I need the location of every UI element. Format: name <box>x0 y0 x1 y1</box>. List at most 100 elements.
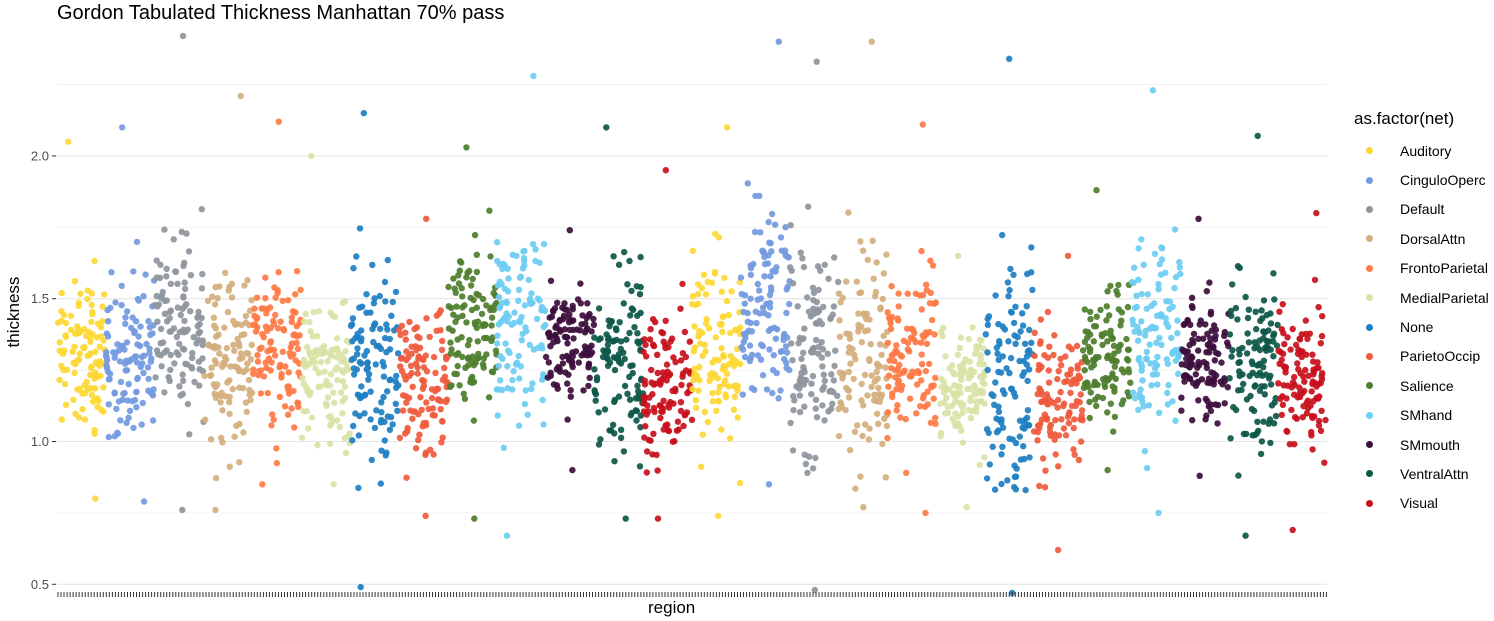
data-point <box>746 342 754 349</box>
data-point <box>722 377 729 384</box>
data-point <box>938 383 945 391</box>
data-point <box>517 273 525 280</box>
data-point <box>91 430 98 437</box>
segment-MedialParietal <box>298 152 353 488</box>
data-point <box>459 304 466 311</box>
data-point <box>887 316 894 323</box>
data-point <box>1252 382 1259 389</box>
data-point <box>784 253 791 260</box>
data-point <box>308 152 315 160</box>
segment-ParietoOccip <box>1030 252 1086 554</box>
data-point <box>504 363 511 370</box>
data-point <box>86 351 93 358</box>
data-point <box>176 340 183 348</box>
data-point <box>843 384 850 392</box>
data-point <box>146 350 153 357</box>
data-point <box>586 310 593 318</box>
data-point <box>1123 335 1130 343</box>
data-point <box>981 400 988 407</box>
data-point <box>1265 420 1273 427</box>
data-point <box>173 349 180 356</box>
data-point <box>423 399 430 406</box>
data-point <box>1311 379 1318 387</box>
data-point <box>119 124 126 131</box>
data-point <box>1297 370 1304 377</box>
data-point <box>1133 303 1141 311</box>
legend-label: Auditory <box>1400 142 1452 159</box>
data-point <box>979 379 986 386</box>
data-point <box>547 277 555 284</box>
data-point <box>1292 341 1300 349</box>
data-point <box>520 254 528 262</box>
data-point <box>122 320 129 328</box>
data-point <box>1270 270 1277 277</box>
data-point <box>1184 348 1192 355</box>
legend-key <box>1366 499 1373 507</box>
data-point <box>835 278 842 286</box>
data-point <box>1178 361 1186 368</box>
data-point <box>588 342 595 349</box>
data-point <box>110 349 117 356</box>
data-point <box>56 339 63 346</box>
data-point <box>264 389 271 397</box>
segment-MedialParietal <box>937 252 989 511</box>
data-point <box>490 306 497 314</box>
data-point <box>902 415 909 423</box>
data-point <box>787 222 794 229</box>
data-point <box>734 414 741 421</box>
data-point <box>1317 427 1325 434</box>
data-point <box>1003 365 1010 372</box>
data-point <box>800 349 807 356</box>
data-point <box>1037 340 1044 347</box>
data-point <box>60 347 68 354</box>
data-point <box>922 509 929 517</box>
data-point <box>1087 389 1095 396</box>
data-point <box>333 354 340 361</box>
data-point <box>392 378 399 385</box>
data-point <box>585 362 592 369</box>
data-point <box>870 275 877 282</box>
data-point <box>880 270 888 277</box>
data-point <box>1195 335 1202 342</box>
data-point <box>1068 346 1076 353</box>
data-point <box>1067 389 1074 397</box>
data-point <box>691 323 698 330</box>
data-point <box>235 340 242 347</box>
data-point <box>1019 322 1027 329</box>
data-point <box>331 399 338 406</box>
data-point <box>873 259 880 266</box>
data-point <box>1151 300 1158 307</box>
data-point <box>503 532 511 539</box>
data-point <box>97 372 104 379</box>
data-point <box>1021 455 1028 463</box>
data-point <box>224 308 232 316</box>
data-point <box>330 481 337 488</box>
data-point <box>875 384 882 392</box>
data-point <box>650 430 657 437</box>
data-point <box>808 391 815 398</box>
data-point <box>372 361 379 368</box>
segment-SMmouth <box>1178 215 1232 479</box>
data-point <box>140 369 147 377</box>
data-point <box>1248 405 1256 413</box>
data-point <box>423 215 430 222</box>
data-point <box>1006 369 1013 377</box>
data-point <box>1284 334 1291 341</box>
x-axis-label: region <box>648 598 696 617</box>
data-point <box>615 261 623 268</box>
data-point <box>294 345 302 352</box>
data-point <box>295 403 302 410</box>
data-point <box>327 353 335 360</box>
data-point <box>1109 373 1116 380</box>
data-point <box>718 321 725 328</box>
data-point <box>1144 291 1152 298</box>
data-point <box>1060 425 1068 432</box>
data-point <box>317 358 324 366</box>
data-point <box>232 321 239 328</box>
data-point <box>930 382 937 389</box>
data-point <box>753 319 760 327</box>
data-point <box>358 335 365 342</box>
data-point <box>504 288 512 295</box>
data-point <box>525 276 532 284</box>
data-point <box>365 376 372 383</box>
